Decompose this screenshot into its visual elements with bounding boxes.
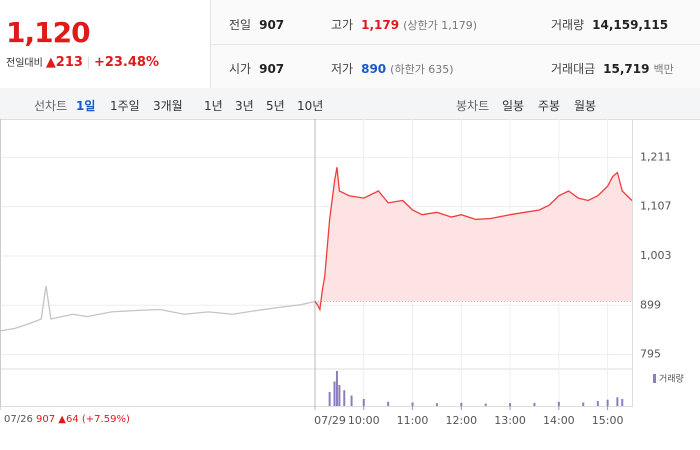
price: 1,120 bbox=[6, 16, 91, 49]
volume-bar bbox=[387, 401, 390, 406]
tabs: 선차트 1일 1주일 3개월 1년 3년 5년 10년 봉차트 일봉 주봉 월봉 bbox=[0, 88, 700, 120]
change-value: ▲213 bbox=[45, 55, 83, 70]
stat: 시가 907 bbox=[229, 60, 284, 77]
y-tick-label: 899 bbox=[640, 298, 661, 311]
change: 전일대비 ▲213 +23.48% bbox=[6, 54, 159, 70]
volume-bar bbox=[621, 399, 624, 406]
volume-bar bbox=[362, 399, 365, 406]
change-label: 전일대비 bbox=[6, 58, 43, 69]
stat: 고가 1,179 (상한가 1,179) bbox=[331, 16, 477, 33]
stat-label: 거래량 bbox=[551, 18, 585, 32]
prev-change: ▲64 bbox=[58, 414, 79, 425]
change-pct: +23.48% bbox=[93, 55, 159, 70]
legend-label: 거래량 bbox=[659, 373, 684, 385]
stat-value: 907 bbox=[259, 18, 285, 32]
stat: 거래량 14,159,115 bbox=[551, 16, 668, 33]
stat-label: 전일 bbox=[229, 18, 252, 32]
stat-label: 거래대금 bbox=[551, 62, 596, 76]
chart: 1,211 1,107 1,003 899 795 10:00 11:00 12:00 13:0… bbox=[0, 119, 684, 427]
volume-bar bbox=[596, 401, 599, 406]
volume-bar bbox=[533, 402, 536, 406]
x-tick-label: 10:00 bbox=[348, 414, 380, 427]
quote-header: 1,120 전일대비 ▲213 +23.48% 전일 907 고가 1,179 (상한가 1… bbox=[0, 0, 700, 89]
price-line bbox=[0, 285, 316, 332]
y-tick-label: 1,107 bbox=[640, 200, 672, 213]
volume-bar bbox=[435, 403, 438, 406]
stat: 거래대금 15,719 백만 bbox=[551, 60, 674, 77]
volume-bar bbox=[338, 385, 341, 406]
stat: 전일 907 bbox=[229, 16, 284, 33]
y-tick-label: 795 bbox=[640, 348, 661, 361]
volume-bar bbox=[328, 392, 331, 406]
tab[interactable]: 10년 bbox=[297, 99, 324, 113]
volume-bar bbox=[606, 399, 609, 406]
stat-note: (하한가 635) bbox=[390, 63, 454, 76]
stat-value: 15,719 bbox=[603, 62, 650, 76]
y-tick-label: 1,003 bbox=[640, 249, 672, 262]
volume-bar bbox=[616, 397, 619, 406]
tab[interactable]: 1년 bbox=[204, 99, 223, 113]
stat: 저가 890 (하한가 635) bbox=[331, 60, 454, 77]
y-tick-label: 1,211 bbox=[640, 150, 672, 163]
stat-label: 저가 bbox=[331, 62, 354, 76]
stat-label: 시가 bbox=[229, 62, 252, 76]
volume-bar bbox=[484, 403, 487, 406]
tab-title: 선차트 bbox=[34, 99, 68, 113]
tab-title: 봉차트 bbox=[456, 99, 490, 113]
stat-note: 백만 bbox=[653, 63, 674, 76]
stat-label: 고가 bbox=[331, 18, 354, 32]
tab[interactable]: 주봉 bbox=[538, 99, 561, 113]
x-tick-label: 12:00 bbox=[445, 414, 477, 427]
area bbox=[315, 167, 632, 310]
day-label: 07/29 bbox=[314, 414, 346, 427]
stats: 전일 907 고가 1,179 (상한가 1,179) 거래량 14,159,115 시가 90… bbox=[210, 0, 700, 88]
tab[interactable]: 3개월 bbox=[153, 99, 183, 113]
tab[interactable]: 일봉 bbox=[502, 99, 525, 113]
tab[interactable]: 1주일 bbox=[110, 99, 140, 113]
volume-bar bbox=[557, 401, 560, 406]
price-line bbox=[314, 167, 633, 312]
volume-bar bbox=[350, 395, 353, 406]
stat-value: 907 bbox=[259, 62, 285, 76]
prev-pct: (+7.59%) bbox=[81, 414, 130, 425]
volume-bar bbox=[343, 390, 346, 406]
volume-bar bbox=[582, 402, 585, 406]
prev-close: 907 bbox=[36, 414, 56, 425]
prev-date: 07/26 bbox=[4, 414, 33, 425]
volume-bar bbox=[509, 403, 512, 406]
stat-value: 14,159,115 bbox=[592, 18, 669, 32]
legend-swatch bbox=[653, 374, 656, 383]
tab[interactable]: 1일 bbox=[76, 99, 96, 113]
x-tick-label: 13:00 bbox=[494, 414, 526, 427]
stat-value: 890 bbox=[361, 62, 387, 76]
x-tick-label: 15:00 bbox=[592, 414, 624, 427]
x-tick-label: 14:00 bbox=[543, 414, 575, 427]
stat-note: (상한가 1,179) bbox=[403, 19, 477, 32]
volume-bar bbox=[335, 371, 338, 406]
prev-summary: 07/26 907 ▲64 (+7.59%) bbox=[4, 414, 130, 425]
volume-bar bbox=[333, 381, 336, 406]
volume-bar bbox=[460, 402, 463, 406]
tab[interactable]: 월봉 bbox=[574, 99, 597, 113]
tab[interactable]: 3년 bbox=[235, 99, 254, 113]
tab[interactable]: 5년 bbox=[266, 99, 285, 113]
x-tick-label: 11:00 bbox=[397, 414, 429, 427]
volume-bar bbox=[411, 402, 414, 406]
stat-value: 1,179 bbox=[361, 18, 400, 32]
